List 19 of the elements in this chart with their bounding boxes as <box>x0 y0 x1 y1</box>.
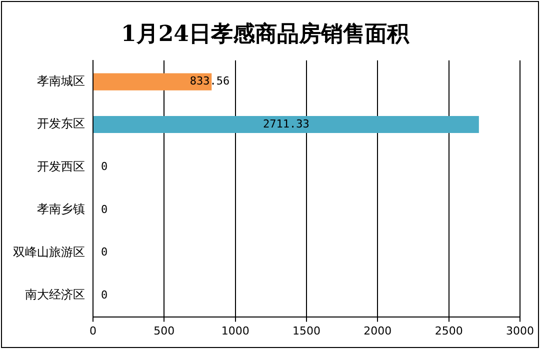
y-tick-label: 开发西区 <box>37 159 85 174</box>
x-tick-label: 3000 <box>506 324 534 338</box>
data-label: 0 <box>101 246 108 259</box>
x-tick-label: 1000 <box>221 324 250 338</box>
chart-title: 1月24日孝感商品房销售面积 <box>121 20 410 47</box>
y-tick-label: 南大经济区 <box>25 288 85 302</box>
y-tick-label: 孝南乡镇 <box>37 202 85 216</box>
y-tick-label: 双峰山旅游区 <box>13 244 85 259</box>
x-tick-label: 1500 <box>292 324 320 338</box>
data-label: 0 <box>101 288 108 302</box>
data-label: 0 <box>101 202 108 216</box>
x-tick-label: 0 <box>90 324 96 338</box>
data-label: 2711.33 <box>263 117 310 130</box>
x-tick-label: 2000 <box>364 324 392 338</box>
y-tick-label: 孝南城区 <box>37 74 85 88</box>
x-tick-label: 500 <box>154 324 175 338</box>
x-tick-label: 2500 <box>434 324 463 338</box>
data-label: 0 <box>101 160 108 174</box>
y-tick-label: 开发东区 <box>37 116 85 131</box>
